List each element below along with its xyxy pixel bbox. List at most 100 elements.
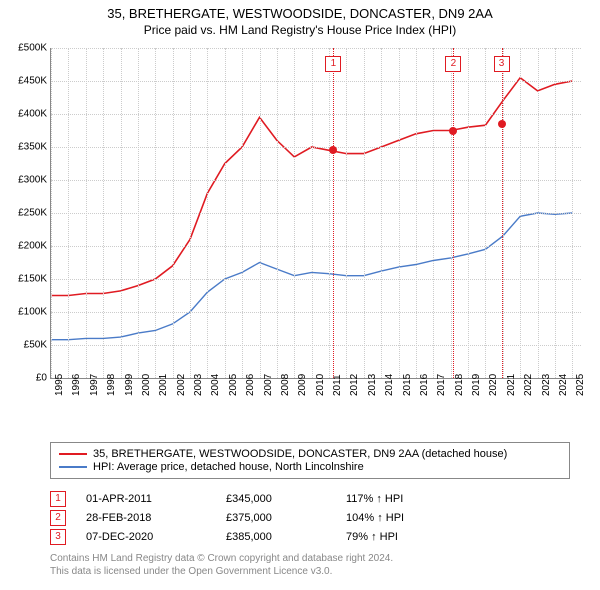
x-axis-label: 2024 — [558, 374, 569, 396]
x-axis-label: 2017 — [436, 374, 447, 396]
gridline-v — [103, 48, 104, 378]
gridline-v — [207, 48, 208, 378]
gridline-v — [121, 48, 122, 378]
table-pct: 79% ↑ HPI — [346, 531, 466, 543]
x-axis-label: 2015 — [402, 374, 413, 396]
table-date: 07-DEC-2020 — [86, 531, 226, 543]
gridline-v — [503, 48, 504, 378]
gridline-v — [312, 48, 313, 378]
y-axis-label: £150K — [3, 274, 47, 285]
sale-marker-box: 3 — [494, 56, 510, 72]
x-axis-label: 2013 — [367, 374, 378, 396]
chart-area: £0£50K£100K£150K£200K£250K£300K£350K£400… — [50, 48, 580, 408]
gridline-v — [225, 48, 226, 378]
gridline-v — [294, 48, 295, 378]
x-axis-label: 2010 — [315, 374, 326, 396]
x-axis-label: 1998 — [106, 374, 117, 396]
table-marker-box: 3 — [50, 529, 66, 545]
x-axis-label: 2001 — [158, 374, 169, 396]
y-axis-label: £300K — [3, 175, 47, 186]
footer: Contains HM Land Registry data © Crown c… — [50, 552, 393, 578]
x-axis-label: 2020 — [488, 374, 499, 396]
y-axis-label: £200K — [3, 241, 47, 252]
gridline-v — [260, 48, 261, 378]
table-row: 228-FEB-2018£375,000104% ↑ HPI — [50, 510, 570, 526]
sale-table: 101-APR-2011£345,000117% ↑ HPI 228-FEB-20… — [50, 488, 570, 548]
legend-label-1: 35, BRETHERGATE, WESTWOODSIDE, DONCASTER… — [93, 448, 507, 460]
gridline-v — [190, 48, 191, 378]
legend-row-1: 35, BRETHERGATE, WESTWOODSIDE, DONCASTER… — [59, 448, 561, 460]
x-axis-label: 1999 — [124, 374, 135, 396]
x-axis-label: 2023 — [541, 374, 552, 396]
x-axis-label: 2005 — [228, 374, 239, 396]
sale-dot — [329, 146, 337, 154]
sale-vline — [453, 48, 454, 378]
x-axis-label: 2014 — [384, 374, 395, 396]
x-axis-label: 2002 — [176, 374, 187, 396]
gridline-v — [173, 48, 174, 378]
x-axis-label: 2003 — [193, 374, 204, 396]
legend: 35, BRETHERGATE, WESTWOODSIDE, DONCASTER… — [50, 442, 570, 479]
gridline-v — [416, 48, 417, 378]
gridline-v — [51, 48, 52, 378]
gridline-v — [399, 48, 400, 378]
x-axis-label: 2009 — [297, 374, 308, 396]
footer-line-2: This data is licensed under the Open Gov… — [50, 565, 393, 578]
gridline-v — [572, 48, 573, 378]
chart-header: 35, BRETHERGATE, WESTWOODSIDE, DONCASTER… — [0, 0, 600, 39]
chart-subtitle: Price paid vs. HM Land Registry's House … — [0, 23, 600, 37]
gridline-v — [86, 48, 87, 378]
sale-vline — [502, 48, 503, 378]
x-axis-label: 2004 — [210, 374, 221, 396]
gridline-v — [468, 48, 469, 378]
x-axis-label: 2016 — [419, 374, 430, 396]
gridline-v — [538, 48, 539, 378]
gridline-v — [381, 48, 382, 378]
x-axis-label: 1995 — [54, 374, 65, 396]
gridline-v — [68, 48, 69, 378]
legend-row-2: HPI: Average price, detached house, Nort… — [59, 461, 561, 473]
gridline-v — [277, 48, 278, 378]
x-axis-label: 2025 — [575, 374, 586, 396]
x-axis-label: 2022 — [523, 374, 534, 396]
table-date: 01-APR-2011 — [86, 493, 226, 505]
table-marker-box: 2 — [50, 510, 66, 526]
x-axis-label: 1997 — [89, 374, 100, 396]
table-pct: 104% ↑ HPI — [346, 512, 466, 524]
y-axis-label: £250K — [3, 208, 47, 219]
x-axis-label: 2000 — [141, 374, 152, 396]
y-axis-label: £0 — [3, 373, 47, 384]
gridline-v — [346, 48, 347, 378]
y-axis-label: £450K — [3, 76, 47, 87]
table-row: 3 07-DEC-2020£385,00079% ↑ HPI — [50, 529, 570, 545]
gridline-v — [364, 48, 365, 378]
gridline-v — [520, 48, 521, 378]
gridline-v — [329, 48, 330, 378]
sale-dot — [449, 127, 457, 135]
table-price: £385,000 — [226, 531, 346, 543]
footer-line-1: Contains HM Land Registry data © Crown c… — [50, 552, 393, 565]
table-price: £375,000 — [226, 512, 346, 524]
table-pct: 117% ↑ HPI — [346, 493, 466, 505]
gridline-v — [155, 48, 156, 378]
y-axis-label: £500K — [3, 43, 47, 54]
x-axis-label: 2021 — [506, 374, 517, 396]
chart-title: 35, BRETHERGATE, WESTWOODSIDE, DONCASTER… — [0, 6, 600, 21]
gridline-v — [433, 48, 434, 378]
y-axis-label: £100K — [3, 307, 47, 318]
sale-marker-box: 2 — [445, 56, 461, 72]
x-axis-label: 2008 — [280, 374, 291, 396]
y-axis-label: £400K — [3, 109, 47, 120]
gridline-v — [242, 48, 243, 378]
legend-swatch-2 — [59, 466, 87, 468]
x-axis-label: 2012 — [349, 374, 360, 396]
y-axis-label: £50K — [3, 340, 47, 351]
x-axis-label: 2018 — [454, 374, 465, 396]
table-row: 101-APR-2011£345,000117% ↑ HPI — [50, 491, 570, 507]
legend-label-2: HPI: Average price, detached house, Nort… — [93, 461, 364, 473]
sale-dot — [498, 120, 506, 128]
x-axis-label: 2007 — [263, 374, 274, 396]
gridline-v — [555, 48, 556, 378]
gridline-v — [138, 48, 139, 378]
gridline-v — [451, 48, 452, 378]
